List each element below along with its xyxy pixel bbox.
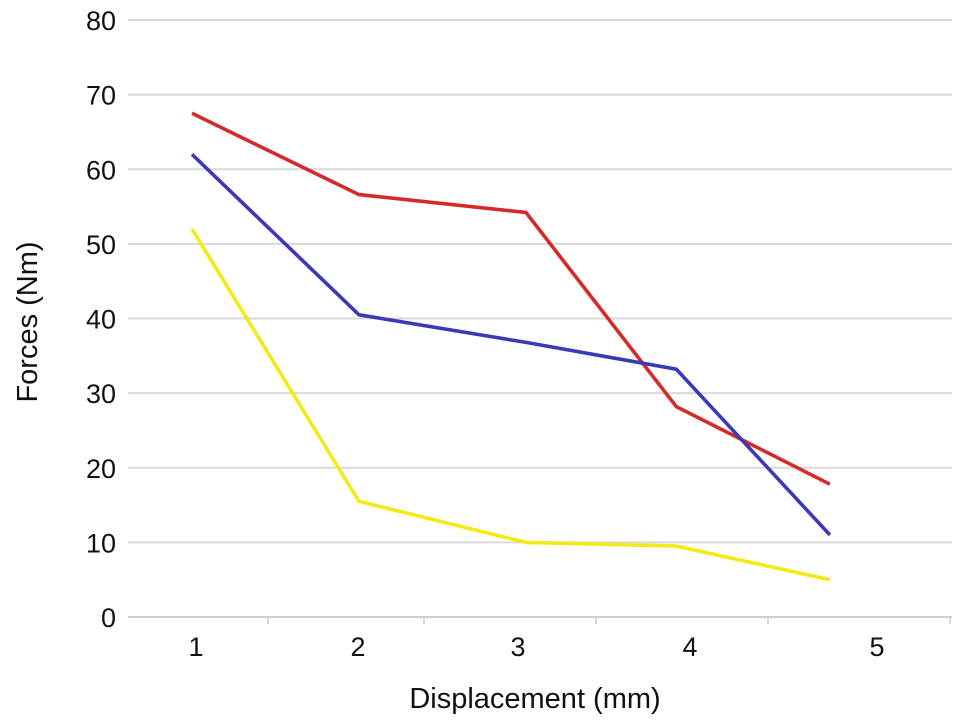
- y-tick-label: 50: [86, 230, 116, 260]
- y-tick-label: 40: [86, 305, 116, 335]
- x-tick-label: 2: [350, 632, 365, 662]
- y-axis-title: Forces (Nm): [12, 241, 44, 402]
- x-tick-label: 4: [682, 632, 697, 662]
- x-tick-marks: [267, 617, 951, 624]
- series-line-red: [191, 111, 831, 486]
- x-tick-label: 5: [869, 632, 884, 662]
- series-line-blue: [190, 153, 832, 537]
- y-tick-label: 30: [86, 379, 116, 409]
- y-tick-label: 10: [86, 528, 116, 558]
- y-tick-label: 80: [86, 6, 116, 36]
- series-line-yellow: [190, 227, 831, 582]
- x-tick-label: 3: [510, 632, 525, 662]
- y-tick-label: 60: [86, 155, 116, 185]
- y-tick-label: 70: [86, 81, 116, 111]
- x-tick-labels: 1 2 3 4 5: [188, 632, 884, 662]
- y-tick-label: 20: [86, 454, 116, 484]
- x-axis-title: Displacement (mm): [409, 683, 660, 715]
- series-lines: [190, 111, 832, 582]
- grid-lines: [128, 19, 952, 618]
- y-tick-label: 0: [101, 603, 116, 633]
- x-tick-label: 1: [188, 632, 203, 662]
- y-tick-labels: 0 10 20 30 40 50 60 70 80: [86, 6, 116, 633]
